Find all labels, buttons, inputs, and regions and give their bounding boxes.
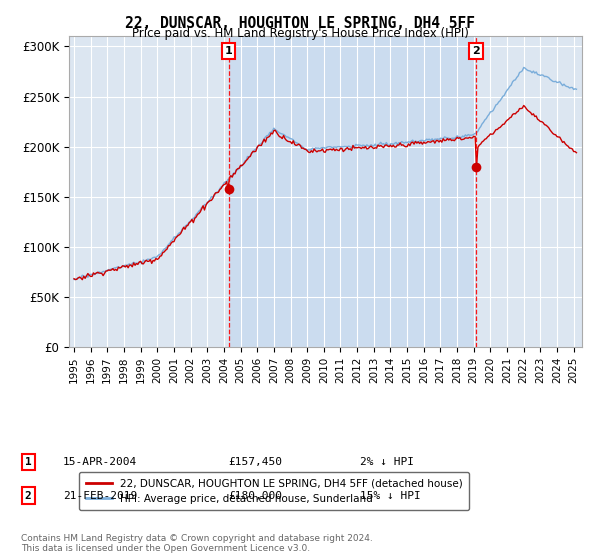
Text: 2: 2 [472, 46, 480, 56]
Text: 1: 1 [225, 46, 233, 56]
Text: 22, DUNSCAR, HOUGHTON LE SPRING, DH4 5FF: 22, DUNSCAR, HOUGHTON LE SPRING, DH4 5FF [125, 16, 475, 31]
Text: 21-FEB-2019: 21-FEB-2019 [63, 491, 137, 501]
Text: 15-APR-2004: 15-APR-2004 [63, 457, 137, 467]
Text: 15% ↓ HPI: 15% ↓ HPI [360, 491, 421, 501]
Bar [229, 36, 476, 347]
Text: 2% ↓ HPI: 2% ↓ HPI [360, 457, 414, 467]
Text: £157,450: £157,450 [228, 457, 282, 467]
Text: 2: 2 [25, 491, 32, 501]
Legend: 22, DUNSCAR, HOUGHTON LE SPRING, DH4 5FF (detached house), HPI: Average price, d: 22, DUNSCAR, HOUGHTON LE SPRING, DH4 5FF… [79, 472, 469, 510]
Text: Price paid vs. HM Land Registry's House Price Index (HPI): Price paid vs. HM Land Registry's House … [131, 27, 469, 40]
Text: Contains HM Land Registry data © Crown copyright and database right 2024.
This d: Contains HM Land Registry data © Crown c… [21, 534, 373, 553]
Text: £180,000: £180,000 [228, 491, 282, 501]
Text: 1: 1 [25, 457, 32, 467]
